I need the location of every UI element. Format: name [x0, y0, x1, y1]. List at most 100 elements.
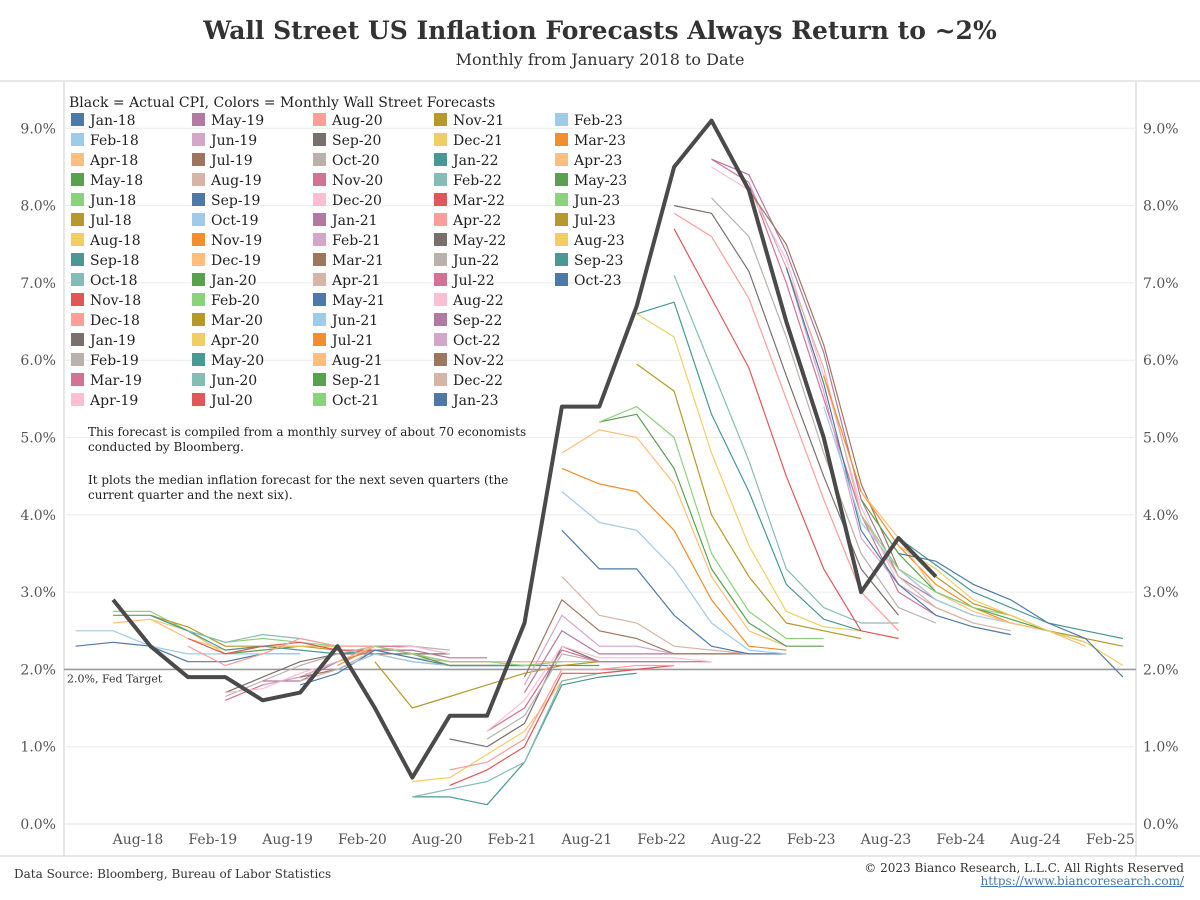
legend-label: Jan-18 — [88, 113, 136, 129]
forecast-line — [898, 537, 1124, 640]
legend-swatch — [192, 353, 205, 366]
legend-label: Jul-18 — [88, 213, 132, 229]
legend-label: Feb-22 — [453, 173, 502, 189]
y-tick-label-left: 3.0% — [20, 585, 56, 601]
legend-label: Jul-19 — [209, 153, 253, 169]
legend-swatch — [71, 293, 84, 306]
legend-label: Oct-22 — [453, 333, 501, 349]
legend-swatch — [192, 393, 205, 406]
legend-swatch — [434, 113, 447, 126]
legend-swatch — [71, 353, 84, 366]
legend-label: Nov-21 — [453, 113, 504, 129]
y-tick-label-right: 3.0% — [1143, 585, 1179, 601]
legend-swatch — [192, 233, 205, 246]
forecast-line — [486, 645, 712, 732]
legend-swatch — [313, 273, 326, 286]
legend-label: Oct-20 — [332, 153, 380, 169]
legend-swatch — [313, 133, 326, 146]
legend-swatch — [555, 153, 568, 166]
legend-label: Feb-21 — [332, 233, 381, 249]
legend-swatch — [434, 133, 447, 146]
forecast-line — [711, 197, 937, 624]
note-text: It plots the median inflation forecast f… — [88, 473, 508, 487]
y-tick-label-right: 8.0% — [1143, 199, 1179, 215]
legend-label: Sep-18 — [90, 253, 139, 269]
legend: Black = Actual CPI, Colors = Monthly Wal… — [69, 95, 627, 409]
legend-swatch — [71, 273, 84, 286]
legend-swatch — [555, 213, 568, 226]
legend-swatch — [434, 173, 447, 186]
legend-label: Sep-20 — [332, 133, 381, 149]
legend-swatch — [313, 293, 326, 306]
x-tick-label: Feb-25 — [1086, 832, 1135, 848]
legend-label: Jan-23 — [451, 393, 499, 409]
legend-label: Jan-20 — [209, 273, 257, 289]
legend-swatch — [555, 193, 568, 206]
legend-label: Mar-19 — [90, 373, 142, 389]
legend-label: Jun-21 — [330, 313, 378, 329]
forecast-series — [75, 158, 1124, 806]
legend-swatch — [71, 133, 84, 146]
legend-label: Nov-20 — [332, 173, 383, 189]
forecast-line — [673, 205, 899, 616]
legend-swatch — [192, 213, 205, 226]
legend-swatch — [555, 173, 568, 186]
y-tick-label-right: 4.0% — [1143, 508, 1179, 524]
actual-cpi-line — [111, 118, 938, 780]
legend-label: Jul-21 — [330, 333, 374, 349]
note-text: current quarter and the next six). — [88, 488, 293, 502]
forecast-line — [374, 645, 600, 667]
legend-swatch — [313, 153, 326, 166]
x-tick-label: Aug-19 — [261, 832, 313, 848]
forecast-line — [711, 158, 937, 616]
legend-swatch — [71, 333, 84, 346]
x-tick-label: Aug-22 — [710, 832, 762, 848]
website-link[interactable]: https://www.biancoresearch.com/ — [980, 874, 1184, 888]
legend-swatch — [555, 233, 568, 246]
legend-swatch — [192, 293, 205, 306]
forecast-line — [561, 529, 787, 655]
legend-label: Dec-21 — [453, 133, 503, 149]
forecast-line — [636, 363, 862, 640]
legend-label: Feb-20 — [211, 293, 260, 309]
legend-label: Apr-21 — [331, 273, 380, 289]
x-tick-label: Feb-24 — [936, 832, 985, 848]
legend-swatch — [192, 153, 205, 166]
legend-label: May-21 — [332, 293, 385, 309]
legend-swatch — [434, 353, 447, 366]
x-tick-label: Feb-19 — [188, 832, 237, 848]
forecast-line — [711, 158, 937, 601]
legend-label: Dec-22 — [453, 373, 503, 389]
forecast-line — [449, 664, 675, 786]
legend-label: May-19 — [211, 113, 264, 129]
legend-swatch — [434, 253, 447, 266]
chart-title: Wall Street US Inflation Forecasts Alway… — [203, 16, 997, 45]
forecast-line — [374, 661, 600, 709]
y-tick-label-left: 7.0% — [20, 276, 56, 292]
legend-label: Aug-21 — [331, 353, 383, 369]
legend-label: Jul-22 — [451, 273, 495, 289]
legend-label: Dec-19 — [211, 253, 261, 269]
legend-swatch — [71, 253, 84, 266]
legend-label: May-18 — [90, 173, 143, 189]
x-tick-label: Feb-20 — [338, 832, 387, 848]
legend-swatch — [313, 233, 326, 246]
legend-swatch — [71, 153, 84, 166]
forecast-line — [636, 301, 862, 632]
x-tick-label: Feb-23 — [787, 832, 836, 848]
forecast-line — [673, 274, 899, 624]
legend-swatch — [313, 113, 326, 126]
copyright-note: © 2023 Bianco Research, L.L.C. All Right… — [864, 861, 1184, 875]
legend-label: Sep-23 — [574, 253, 623, 269]
legend-label: Apr-23 — [573, 153, 622, 169]
legend-swatch — [313, 193, 326, 206]
legend-label: Jul-20 — [209, 393, 253, 409]
annotation-note: This forecast is compiled from a monthly… — [88, 425, 526, 502]
legend-swatch — [71, 313, 84, 326]
legend-swatch — [434, 153, 447, 166]
legend-swatch — [192, 193, 205, 206]
legend-swatch — [434, 313, 447, 326]
chart-subtitle: Monthly from January 2018 to Date — [455, 50, 745, 69]
legend-swatch — [192, 113, 205, 126]
